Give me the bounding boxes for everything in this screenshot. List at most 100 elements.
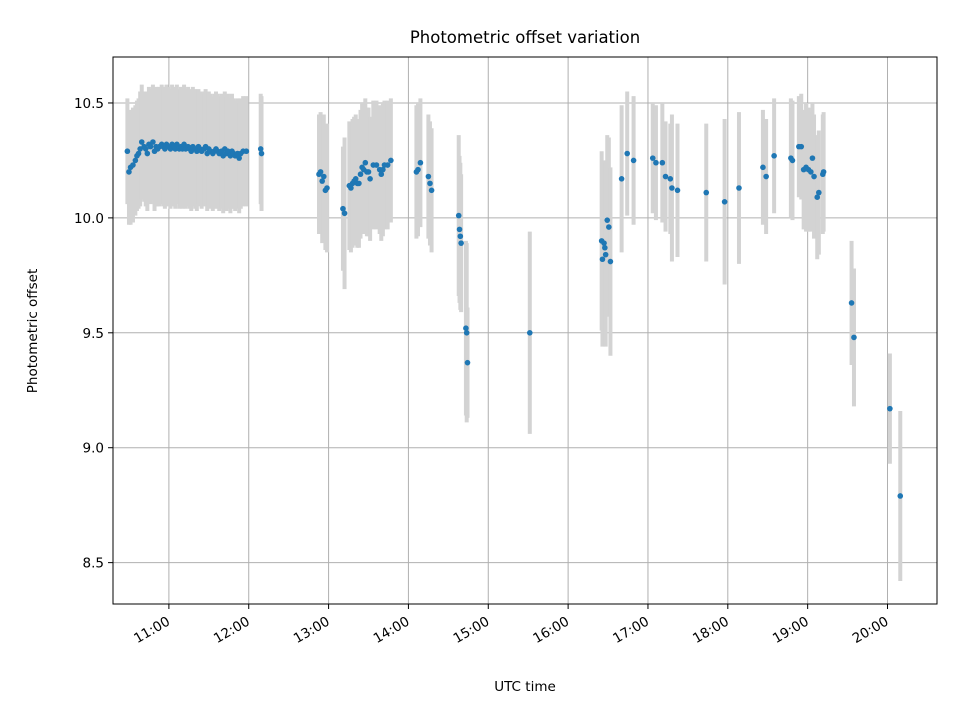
- y-axis-ticks: 8.5 9.0 9.5 10.0 10.5: [74, 96, 113, 572]
- data-point: [380, 166, 386, 173]
- data-point: [814, 194, 821, 200]
- data-point: [147, 143, 154, 150]
- data-point: [132, 157, 139, 164]
- y-tick-label: 10.5: [74, 96, 104, 112]
- data-point: [124, 148, 131, 155]
- data-point: [798, 143, 805, 150]
- data-point: [464, 359, 471, 366]
- data-point: [624, 150, 631, 157]
- x-tick-label: 15:00: [451, 614, 493, 647]
- data-point: [352, 176, 359, 182]
- x-tick-label: 13:00: [291, 614, 333, 647]
- data-point: [373, 162, 380, 168]
- data-point: [135, 150, 142, 157]
- x-axis-ticks: 11:00 12:00 13:00 14:00 15:00 16:00 17:00 18:00…: [131, 604, 891, 647]
- data-point: [126, 169, 132, 175]
- data-point: [599, 256, 606, 263]
- data-point: [378, 171, 385, 178]
- data-point: [808, 169, 814, 175]
- data-point: [258, 150, 265, 157]
- data-point: [142, 146, 149, 152]
- data-point: [674, 187, 681, 194]
- data-point: [427, 180, 433, 187]
- y-tick-label: 9.0: [83, 441, 104, 457]
- x-tick-label: 18:00: [690, 614, 732, 647]
- data-point: [257, 146, 264, 152]
- data-point: [463, 325, 469, 332]
- data-point: [225, 148, 231, 155]
- x-tick-label: 17:00: [610, 614, 652, 647]
- data-point: [340, 205, 346, 212]
- data-point: [457, 233, 464, 240]
- data-point: [602, 244, 608, 251]
- data-point: [417, 159, 424, 166]
- data-point: [320, 173, 327, 180]
- y-tick-label: 9.5: [83, 326, 104, 342]
- data-point: [820, 169, 827, 175]
- data-point: [341, 210, 348, 217]
- data-point: [703, 189, 710, 196]
- data-point: [811, 173, 817, 180]
- data-point: [602, 251, 609, 258]
- y-axis-label: Photometric offset: [25, 269, 41, 393]
- data-point: [736, 185, 742, 191]
- data-point: [415, 166, 421, 173]
- data-point: [816, 189, 822, 196]
- data-point: [144, 150, 151, 157]
- data-point: [721, 198, 728, 205]
- data-point: [138, 139, 145, 145]
- data-point: [365, 169, 372, 175]
- x-tick-label: 16:00: [530, 614, 572, 647]
- data-point: [618, 176, 625, 182]
- data-point: [526, 329, 533, 336]
- data-point: [848, 300, 855, 306]
- x-tick-label: 14:00: [371, 614, 413, 647]
- data-point: [667, 176, 674, 182]
- data-point: [463, 329, 470, 336]
- data-point: [428, 187, 435, 194]
- data-point: [367, 176, 373, 182]
- data-point: [348, 185, 354, 191]
- grid-lines: [113, 57, 937, 604]
- data-point: [606, 224, 612, 230]
- x-tick-label: 20:00: [850, 614, 892, 647]
- data-point: [456, 226, 463, 233]
- data-point: [887, 405, 893, 412]
- data-point: [236, 155, 242, 161]
- data-point: [851, 334, 857, 341]
- x-tick-label: 19:00: [770, 614, 812, 647]
- data-point: [150, 139, 156, 145]
- x-axis-label: UTC time: [494, 679, 556, 695]
- y-tick-label: 10.0: [74, 211, 104, 227]
- data-point: [809, 155, 816, 161]
- data-point: [455, 212, 462, 219]
- data-point: [763, 173, 769, 180]
- data-point: [130, 162, 136, 168]
- data-point: [425, 173, 432, 180]
- data-point: [458, 240, 464, 246]
- x-tick-label: 12:00: [211, 614, 253, 647]
- plot-frame: [112, 56, 938, 605]
- data-point: [356, 180, 362, 187]
- data-point: [789, 157, 796, 164]
- data-point: [362, 159, 369, 166]
- data-point: [662, 173, 669, 180]
- data-point: [897, 493, 904, 499]
- data-point: [649, 155, 656, 161]
- y-tick-label: 8.5: [83, 556, 104, 572]
- data-point: [172, 146, 179, 152]
- data-point: [319, 178, 325, 184]
- data-point: [601, 240, 607, 246]
- data-points: [124, 139, 904, 499]
- chart-title: Photometric offset variation: [410, 28, 640, 47]
- data-point: [357, 171, 364, 178]
- data-point: [243, 148, 250, 155]
- data-point: [653, 159, 659, 166]
- data-point: [384, 162, 391, 168]
- data-point: [659, 159, 666, 166]
- data-point: [771, 153, 777, 159]
- data-point: [604, 217, 611, 223]
- data-point: [630, 157, 637, 164]
- data-point: [669, 185, 675, 191]
